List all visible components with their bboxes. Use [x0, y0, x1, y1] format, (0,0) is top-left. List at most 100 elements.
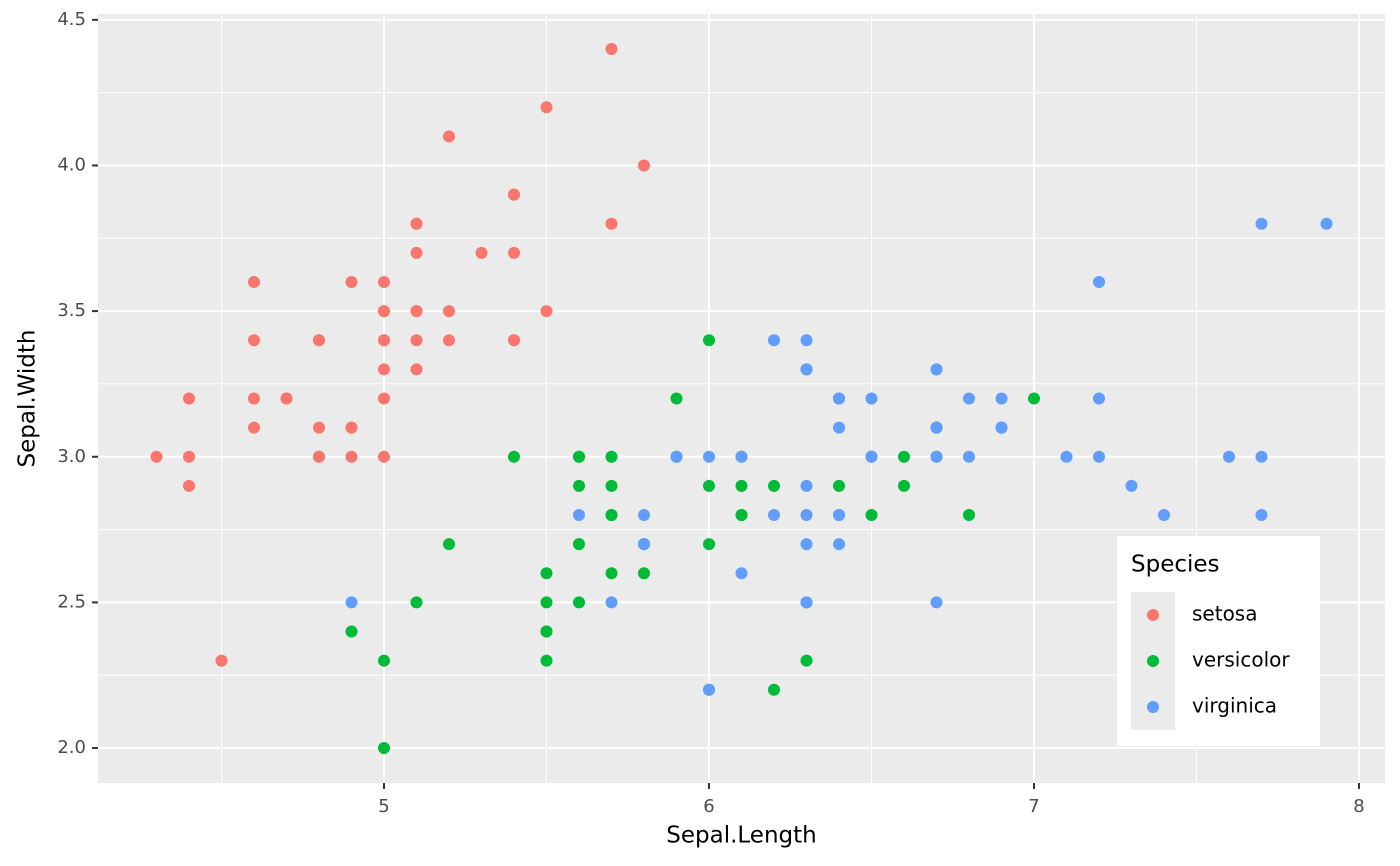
point: [313, 450, 325, 463]
point: [1255, 217, 1268, 230]
point: [443, 305, 455, 318]
point: [313, 421, 325, 434]
point: [248, 392, 260, 405]
x-tick-label: 6: [703, 796, 714, 817]
point: [833, 392, 845, 405]
point: [930, 421, 943, 434]
point: [638, 567, 650, 580]
point: [410, 363, 423, 376]
point: [443, 334, 455, 347]
point: [800, 596, 813, 609]
point: [638, 538, 650, 551]
point: [1255, 509, 1268, 522]
point: [605, 42, 618, 55]
y-tick-label: 2.0: [57, 737, 86, 758]
point: [183, 479, 195, 492]
point: [410, 217, 423, 230]
point: [345, 275, 358, 288]
point: [248, 334, 260, 347]
point: [508, 450, 520, 463]
point: [930, 596, 943, 609]
point: [378, 363, 390, 376]
point: [605, 567, 618, 580]
point: [800, 509, 813, 522]
point: [410, 305, 423, 318]
point: [540, 101, 553, 114]
point: [735, 567, 748, 580]
point: [345, 450, 358, 463]
point: [963, 392, 975, 405]
legend-label: versicolor: [1192, 648, 1290, 672]
point: [1125, 479, 1138, 492]
point: [573, 509, 585, 522]
point: [833, 509, 845, 522]
point: [1223, 450, 1235, 463]
point: [475, 246, 488, 259]
y-tick-label: 2.5: [57, 591, 86, 612]
y-tick-label: 3.5: [57, 300, 86, 321]
point: [215, 654, 228, 667]
legend-marker: [1147, 609, 1159, 621]
point: [1028, 392, 1040, 405]
point: [378, 392, 390, 405]
point: [1093, 392, 1105, 405]
point: [605, 509, 618, 522]
point: [540, 305, 553, 318]
point: [378, 450, 390, 463]
point: [1093, 450, 1105, 463]
point: [703, 683, 715, 696]
point: [410, 596, 423, 609]
point: [703, 479, 715, 492]
x-axis-title: Sepal.Length: [666, 823, 816, 849]
point: [540, 596, 553, 609]
point: [313, 334, 325, 347]
point: [703, 450, 715, 463]
point: [378, 305, 390, 318]
point: [930, 363, 943, 376]
y-tick-label: 4.0: [57, 154, 86, 175]
point: [800, 538, 813, 551]
point: [605, 217, 618, 230]
point: [573, 596, 585, 609]
y-tick-label: 3.0: [57, 446, 86, 467]
point: [670, 392, 683, 405]
x-tick-label: 5: [378, 796, 389, 817]
point: [995, 421, 1008, 434]
point: [898, 450, 910, 463]
point: [865, 450, 878, 463]
legend-marker: [1147, 655, 1159, 667]
point: [1320, 217, 1333, 230]
legend-marker: [1147, 701, 1159, 713]
point: [605, 596, 618, 609]
point: [1255, 450, 1268, 463]
point: [898, 479, 910, 492]
point: [410, 246, 423, 259]
point: [410, 334, 423, 347]
point: [768, 479, 780, 492]
point: [703, 538, 715, 551]
point: [345, 625, 358, 638]
point: [1158, 509, 1170, 522]
legend-label: setosa: [1192, 602, 1257, 626]
point: [183, 392, 195, 405]
point: [1060, 450, 1073, 463]
point: [248, 421, 260, 434]
x-tick-label: 7: [1028, 796, 1039, 817]
point: [508, 188, 520, 201]
point: [963, 509, 975, 522]
point: [378, 654, 390, 667]
point: [865, 509, 878, 522]
point: [345, 596, 358, 609]
point: [605, 450, 618, 463]
point: [378, 334, 390, 347]
point: [540, 625, 553, 638]
point: [573, 479, 585, 492]
point: [800, 334, 813, 347]
point: [768, 509, 780, 522]
point: [735, 509, 748, 522]
point: [573, 450, 585, 463]
point: [638, 159, 650, 172]
point: [378, 742, 390, 755]
point: [768, 683, 780, 696]
